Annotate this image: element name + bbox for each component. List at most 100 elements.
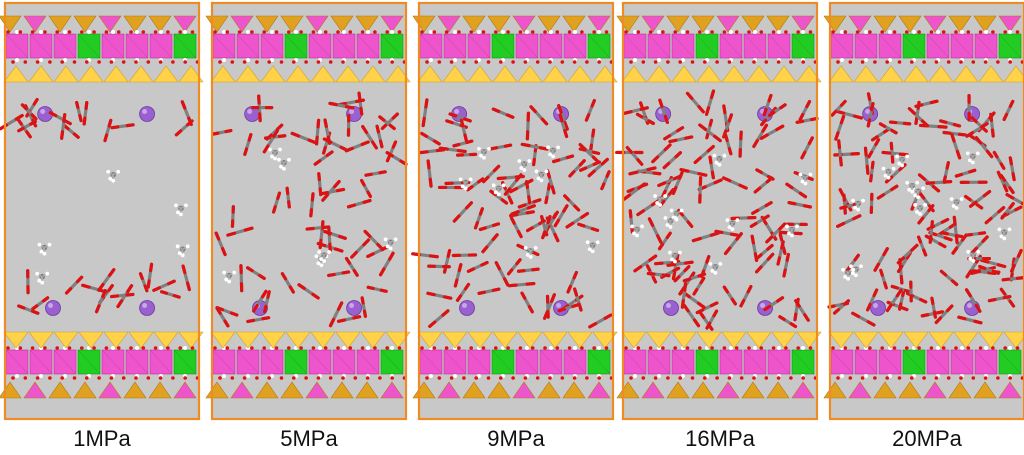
oxygen-atom xyxy=(604,30,609,34)
oxygen-atom xyxy=(897,376,902,380)
oxygen-atom xyxy=(43,30,47,34)
oxygen-atom xyxy=(499,60,503,64)
oxygen-atom xyxy=(922,376,926,380)
oxygen-atom xyxy=(255,376,259,380)
oxygen-atom xyxy=(530,346,535,350)
oxygen-atom xyxy=(328,376,333,380)
tetrahedron-light xyxy=(621,65,647,83)
hydroxyl-h xyxy=(681,30,685,34)
oxygen-atom xyxy=(511,60,515,64)
oxygen-atom xyxy=(523,376,528,380)
oxygen-atom xyxy=(242,60,247,64)
hydroxyl-h xyxy=(549,346,553,350)
oxygen-atom xyxy=(796,30,800,34)
oxygen-atom xyxy=(831,30,835,34)
oxygen-atom xyxy=(153,30,158,34)
oxygen-atom xyxy=(789,60,793,64)
oxygen-atom xyxy=(922,60,926,64)
oxygen-atom xyxy=(653,376,658,380)
oxygen-atom xyxy=(390,60,395,64)
oxygen-atom xyxy=(690,376,695,380)
tetrahedron-light xyxy=(567,65,593,83)
oxygen-atom xyxy=(158,60,163,64)
panel-label-1: 1MPa xyxy=(73,426,131,451)
tetrahedron-dark xyxy=(512,381,536,399)
hydroxyl-h xyxy=(63,30,67,34)
oxygen-atom xyxy=(225,346,230,350)
oxygen-atom xyxy=(885,60,889,64)
tetrahedron-dark xyxy=(330,381,354,399)
oxygen-atom xyxy=(518,30,523,34)
hydroxyl-h xyxy=(342,346,346,350)
oxygen-atom xyxy=(444,346,449,350)
hydroxyl-h xyxy=(864,58,868,62)
oxygen-atom xyxy=(141,346,146,350)
hydroxyl-h xyxy=(294,30,298,34)
oxygen-atom xyxy=(6,346,10,350)
oxygen-atom xyxy=(141,30,146,34)
hydroxyl-h xyxy=(366,30,370,34)
tetrahedron-light xyxy=(385,65,411,83)
hydroxyl-h xyxy=(429,30,433,34)
oxygen-atom xyxy=(237,346,242,350)
tetrahedron-dark xyxy=(148,381,172,399)
oxygen-atom xyxy=(11,60,15,64)
oxygen-atom xyxy=(734,346,739,350)
oxygen-atom xyxy=(661,30,665,34)
panel-label-2: 5MPa xyxy=(280,426,338,451)
hydroxyl-h xyxy=(477,374,481,378)
oxygen-atom xyxy=(784,346,788,350)
oxygen-atom xyxy=(843,30,848,34)
hydroxyl-h xyxy=(657,58,661,62)
oxygen-atom xyxy=(548,376,552,380)
oxygen-atom xyxy=(43,346,47,350)
oxygen-atom xyxy=(171,60,175,64)
tetrahedron-light xyxy=(696,331,722,349)
oxygen-atom xyxy=(941,346,946,350)
oxygen-atom xyxy=(109,60,114,64)
oxygen-atom xyxy=(506,30,510,34)
oxygen-atom xyxy=(917,346,921,350)
oxygen-atom xyxy=(299,30,303,34)
tetrahedron-dark xyxy=(791,15,815,33)
cell-border xyxy=(3,1,201,421)
tetrahedron-light xyxy=(417,65,443,83)
oxygen-atom xyxy=(727,376,732,380)
tetrahedron-dark xyxy=(380,15,404,33)
tetrahedron-light xyxy=(210,65,236,83)
oxygen-atom xyxy=(397,346,402,350)
tetrahedron-light xyxy=(385,331,411,349)
oxygen-atom xyxy=(279,60,284,64)
simulation-panel xyxy=(823,1,1024,421)
oxygen-atom xyxy=(784,30,788,34)
tetrahedron-light xyxy=(542,331,568,349)
hydroxyl-h xyxy=(270,58,274,62)
panel-label-4: 16MPa xyxy=(685,426,755,451)
oxygen-atom xyxy=(341,376,345,380)
hydroxyl-h xyxy=(573,30,577,34)
hydroxyl-h xyxy=(984,30,988,34)
tetrahedron-light xyxy=(903,65,929,83)
oxygen-atom xyxy=(6,30,10,34)
oxygen-atom xyxy=(771,30,776,34)
hydroxyl-h xyxy=(573,346,577,350)
oxygen-atom xyxy=(585,376,589,380)
tetrahedron-light xyxy=(853,331,879,349)
oxygen-atom xyxy=(860,376,865,380)
tetrahedron-dark xyxy=(898,15,922,33)
oxygen-atom xyxy=(648,30,653,34)
tetrahedron-dark xyxy=(437,15,461,33)
hydroxyl-h xyxy=(888,30,892,34)
tetrahedron-dark xyxy=(280,15,304,33)
tetrahedron-dark xyxy=(873,15,897,33)
oxygen-atom xyxy=(462,60,466,64)
oxygen-atom xyxy=(262,30,267,34)
oxygen-atom xyxy=(629,376,633,380)
oxygen-atom xyxy=(397,30,402,34)
hydroxyl-h xyxy=(15,374,19,378)
hydroxyl-h xyxy=(888,58,892,62)
oxygen-atom xyxy=(971,60,976,64)
oxygen-atom xyxy=(166,30,170,34)
oxygen-atom xyxy=(437,376,442,380)
hydroxyl-h xyxy=(681,374,685,378)
